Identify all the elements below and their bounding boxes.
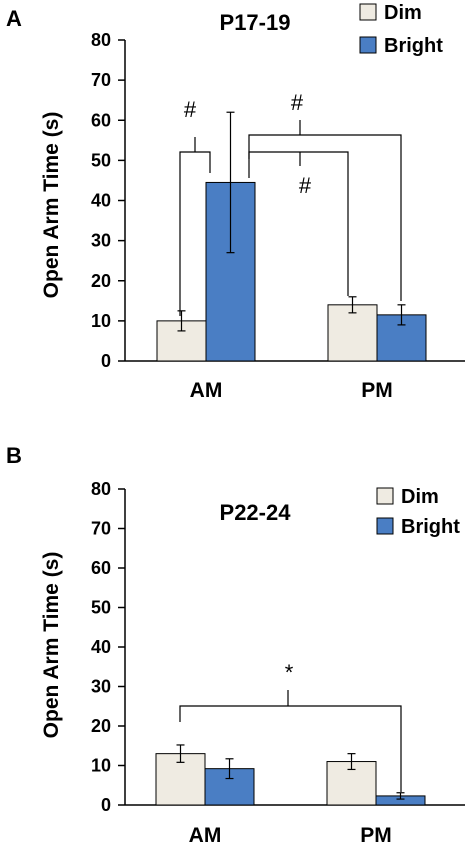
panel-a-bar-pm-dim <box>327 304 378 362</box>
panel-a-category-label-am: AM <box>190 379 223 402</box>
panel-a-y-tick-label: 80 <box>91 30 111 50</box>
panel-b-y-tick-label: 70 <box>91 519 111 539</box>
panel-b-title: P22-24 <box>220 500 292 525</box>
significance-mark-1: # <box>184 97 197 122</box>
bracket-am-vs-pm-bright <box>179 705 402 792</box>
legend-swatch-dim <box>376 487 394 505</box>
panel-b: B P22-24 Open Arm Time (s) 0 10 20 30 40 50 60… <box>6 443 465 847</box>
panel-a-y-tick-label: 70 <box>91 70 111 90</box>
panel-b-bars <box>155 753 426 806</box>
panel-a-y-tick-label: 10 <box>91 311 111 331</box>
legend-swatch-dim <box>359 3 377 21</box>
significance-mark-star: * <box>285 660 294 685</box>
legend-label-bright: Bright <box>384 35 443 57</box>
panel-a-y-tick-label: 40 <box>91 191 111 211</box>
bracket-am-bright-vs-pm-dim <box>248 151 349 296</box>
panel-a-title: P17-19 <box>220 10 291 35</box>
legend-label-dim: Dim <box>401 486 439 508</box>
panel-b-significance-brackets: * <box>179 660 402 792</box>
panel-b-y-tick-label: 40 <box>91 637 111 657</box>
panel-b-y-tick-label: 0 <box>101 795 111 815</box>
panel-a-y-tick-label: 60 <box>91 110 111 130</box>
panel-b-y-axis-label: Open Arm Time (s) <box>40 552 63 739</box>
bracket-am-bright-vs-pm-bright <box>248 134 402 301</box>
panel-a-significance-brackets: # # # <box>179 90 402 316</box>
panel-a-legend: Dim Bright <box>359 2 443 57</box>
panel-a-letter: A <box>6 6 22 31</box>
panel-a-bars <box>156 181 427 362</box>
panel-b-legend: Dim Bright <box>376 486 460 538</box>
legend-swatch-bright <box>359 36 377 54</box>
panel-a-category-label-pm: PM <box>361 379 393 402</box>
panel-b-y-tick-label: 60 <box>91 558 111 578</box>
panel-a-y-tick-label: 20 <box>91 271 111 291</box>
panel-a-y-tick-label: 50 <box>91 150 111 170</box>
panel-a-axes: 0 10 20 30 40 50 60 70 80 AM PM <box>91 30 465 402</box>
panel-b-y-tick-label: 10 <box>91 756 111 776</box>
panel-a-y-tick-label: 0 <box>101 351 111 371</box>
panel-b-y-tick-label: 50 <box>91 598 111 618</box>
panel-b-y-tick-label: 30 <box>91 677 111 697</box>
panel-a-y-axis-label: Open Arm Time (s) <box>40 112 63 299</box>
legend-label-dim: Dim <box>384 2 422 24</box>
panel-b-y-tick-label: 20 <box>91 716 111 736</box>
panel-b-category-label-pm: PM <box>360 824 392 847</box>
significance-mark-2: # <box>291 90 304 115</box>
panel-a-error-bars <box>177 111 406 332</box>
significance-mark-3: # <box>299 173 312 198</box>
legend-label-bright: Bright <box>401 516 460 538</box>
panel-b-y-tick-label: 80 <box>91 479 111 499</box>
panel-a-y-tick-label: 30 <box>91 231 111 251</box>
legend-swatch-bright <box>376 517 394 535</box>
panel-b-category-label-am: AM <box>189 824 222 847</box>
panel-a: A P17-19 Open Arm Time (s) 0 10 20 30 40 50 60… <box>6 2 465 402</box>
panel-b-error-bars <box>176 744 405 800</box>
panel-b-letter: B <box>6 443 22 468</box>
